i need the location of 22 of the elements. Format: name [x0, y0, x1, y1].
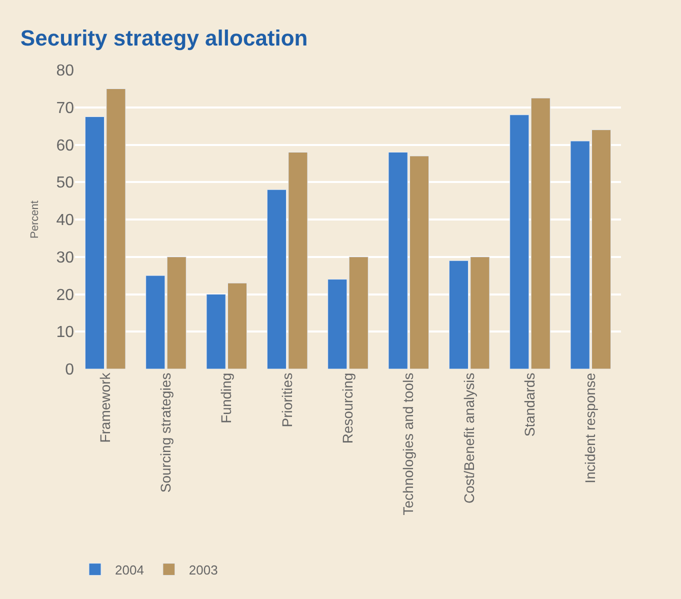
y-tick-label: 10 [56, 324, 74, 342]
y-tick-label: 80 [56, 62, 74, 80]
y-tick-label: 40 [56, 212, 74, 230]
x-tick-label: Framework [96, 372, 113, 443]
y-tick-label: 30 [56, 249, 74, 266]
y-axis-title: Percent [28, 200, 41, 238]
x-tick-label: Priorities [278, 372, 295, 428]
y-tick-label: 60 [56, 137, 74, 154]
legend-label: 2004 [115, 562, 144, 578]
y-tick-label: 50 [56, 174, 74, 192]
x-tick-label: Sourcing strategies [158, 372, 174, 493]
chart-title: Security strategy allocation [20, 25, 308, 50]
y-tick-label: 20 [56, 286, 74, 304]
x-tick-label: Resourcing [340, 372, 356, 444]
x-tick-label: Funding [218, 372, 234, 424]
x-tick-label: Standards [522, 372, 538, 437]
y-tick-label: 70 [56, 100, 74, 117]
y-tick-label: 0 [65, 362, 74, 379]
x-tick-label: Cost/Benefit analysis [460, 372, 477, 504]
x-tick-label: Incident response [582, 372, 598, 484]
x-tick-label: Technologies and tools [400, 372, 416, 516]
legend-label: 2003 [188, 562, 218, 578]
